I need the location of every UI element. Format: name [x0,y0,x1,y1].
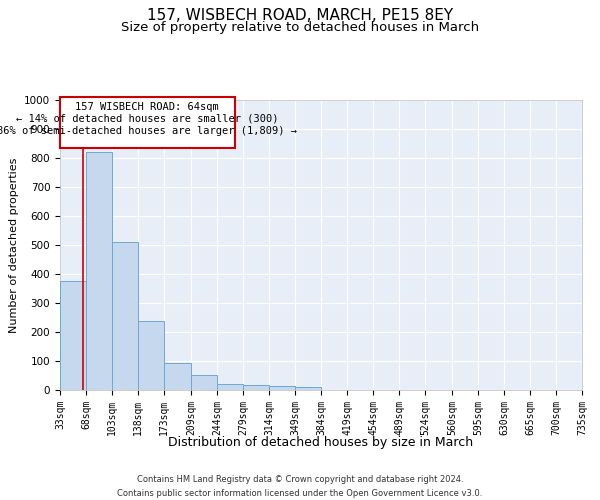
Bar [191,374,217,390]
Bar [164,364,191,390]
Bar [217,384,243,390]
Text: 157 WISBECH ROAD: 64sqm: 157 WISBECH ROAD: 64sqm [76,102,219,113]
Y-axis label: Number of detached properties: Number of detached properties [8,158,19,332]
Bar [243,385,269,390]
Text: 157, WISBECH ROAD, MARCH, PE15 8EY: 157, WISBECH ROAD, MARCH, PE15 8EY [147,8,453,22]
Bar [138,321,164,390]
Bar [112,242,138,390]
Text: Size of property relative to detached houses in March: Size of property relative to detached ho… [121,21,479,34]
Text: Contains HM Land Registry data © Crown copyright and database right 2024.
Contai: Contains HM Land Registry data © Crown c… [118,476,482,498]
Text: 86% of semi-detached houses are larger (1,809) →: 86% of semi-detached houses are larger (… [0,126,298,136]
Bar [269,386,295,390]
Bar [60,281,86,390]
Text: ← 14% of detached houses are smaller (300): ← 14% of detached houses are smaller (30… [16,114,278,124]
Bar [86,152,112,390]
FancyBboxPatch shape [60,97,235,148]
Bar [295,387,321,390]
Text: Distribution of detached houses by size in March: Distribution of detached houses by size … [169,436,473,449]
